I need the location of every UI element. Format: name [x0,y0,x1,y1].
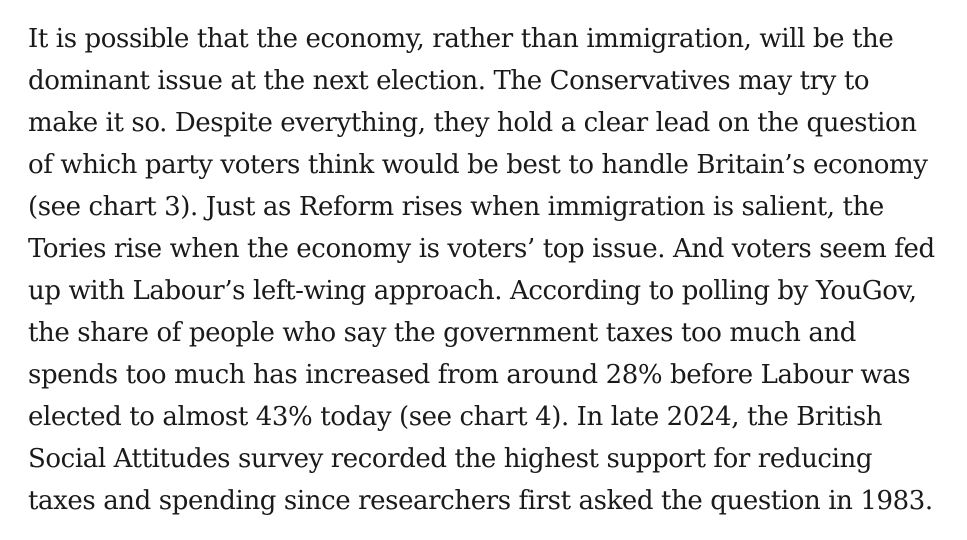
article-paragraph: It is possible that the economy, rather … [28,18,948,522]
paragraph-line: It is possible that the economy, rather … [28,24,894,54]
paragraph-line: taxes and spending since researchers fir… [28,486,933,516]
paragraph-line: spends too much has increased from aroun… [28,360,911,390]
paragraph-line: the share of people who say the governme… [28,318,857,348]
paragraph-line: Tories rise when the economy is voters’ … [28,234,935,264]
paragraph-line: (see chart 3). Just as Reform rises when… [28,192,884,222]
paragraph-line: Social Attitudes survey recorded the hig… [28,444,873,474]
paragraph-line: make it so. Despite everything, they hol… [28,108,917,138]
paragraph-line: elected to almost 43% today (see chart 4… [28,402,883,432]
paragraph-line: up with Labour’s left-wing approach. Acc… [28,276,917,306]
paragraph-line: dominant issue at the next election. The… [28,66,870,96]
paragraph-line: of which party voters think would be bes… [28,150,928,180]
